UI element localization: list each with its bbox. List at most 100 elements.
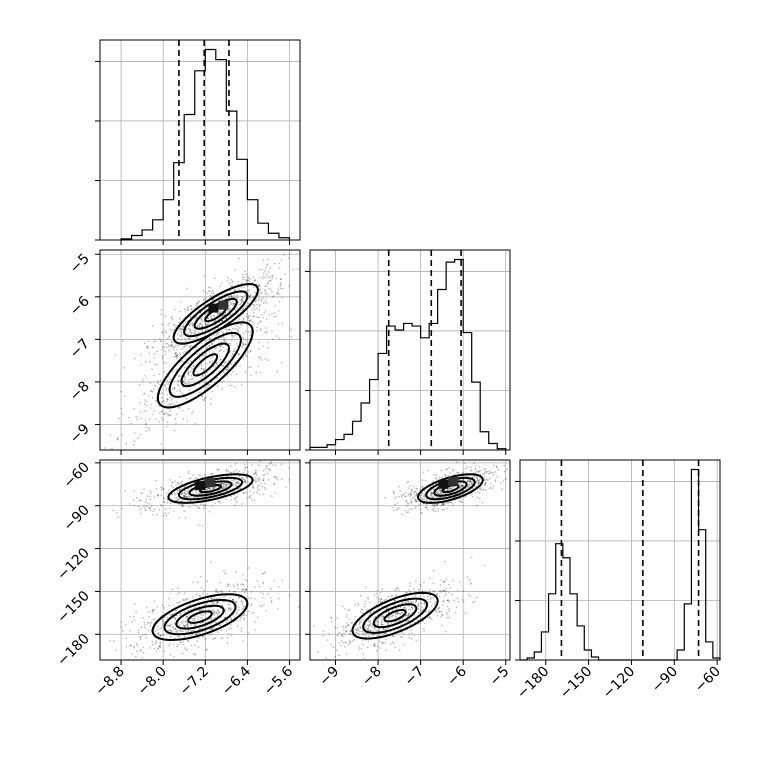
scatter-point (192, 325, 195, 327)
scatter-point (210, 403, 212, 405)
scatter-point (424, 498, 427, 501)
scatter-point (187, 630, 190, 633)
scatter-point (172, 627, 175, 629)
scatter-point (189, 331, 191, 333)
scatter-point (180, 503, 183, 506)
scatter-point (261, 486, 264, 488)
scatter-point (415, 505, 417, 508)
scatter-point (160, 627, 162, 629)
scatter-point (221, 299, 223, 301)
scatter-point (218, 500, 220, 503)
scatter-point (167, 398, 169, 401)
scatter-point (242, 640, 244, 642)
scatter-point (267, 341, 269, 344)
scatter-point (197, 646, 200, 648)
scatter-point (247, 302, 250, 305)
scatter-point (188, 360, 191, 362)
scatter-point (190, 630, 193, 632)
scatter-point (234, 483, 236, 486)
scatter-point (158, 645, 161, 648)
scatter-point (166, 421, 169, 423)
scatter-point (181, 652, 184, 655)
scatter-point (409, 582, 412, 584)
scatter-point (145, 498, 148, 501)
scatter-point (144, 509, 146, 512)
scatter-point (158, 373, 160, 375)
scatter-point (455, 461, 458, 464)
scatter-point (144, 623, 146, 626)
scatter-point (210, 598, 212, 600)
scatter-point (252, 321, 254, 324)
scatter-point (137, 629, 140, 631)
scatter-point (197, 637, 200, 639)
scatter-point (266, 263, 269, 266)
scatter-point (239, 303, 241, 306)
scatter-point (149, 382, 152, 385)
scatter-point (256, 303, 258, 306)
scatter-point (209, 316, 212, 318)
scatter-point (150, 504, 153, 507)
scatter-point (236, 343, 238, 345)
scatter-point (288, 467, 290, 469)
scatter-point (139, 636, 142, 638)
scatter-point (278, 337, 281, 340)
scatter-point (174, 369, 176, 372)
scatter-point (144, 423, 147, 425)
scatter-point (244, 330, 247, 333)
scatter-point (201, 329, 204, 332)
scatter-point (230, 302, 233, 305)
scatter-point (243, 469, 246, 471)
scatter-point (150, 403, 153, 406)
scatter-point (270, 463, 272, 465)
density-panel-2-grid (100, 460, 300, 660)
scatter-point (178, 591, 181, 594)
scatter-point (278, 262, 281, 265)
scatter-point (276, 293, 278, 295)
scatter-point (223, 372, 226, 375)
scatter-point (344, 645, 346, 648)
scatter-point (162, 622, 164, 625)
scatter-point (227, 366, 229, 369)
scatter-point (414, 507, 416, 509)
scatter-point (201, 627, 204, 630)
density-peak (218, 300, 229, 310)
scatter-point (410, 493, 412, 496)
scatter-point (173, 346, 176, 349)
scatter-point (369, 621, 372, 624)
scatter-point (168, 642, 171, 645)
scatter-point (139, 499, 142, 502)
scatter-point (488, 477, 491, 480)
scatter-point (144, 375, 147, 377)
scatter-point (179, 629, 182, 631)
scatter-point (142, 381, 144, 383)
scatter-point (235, 484, 237, 487)
scatter-point (192, 653, 195, 655)
scatter-point (436, 504, 438, 506)
scatter-point (189, 366, 192, 368)
scatter-point (485, 489, 487, 492)
scatter-point (332, 646, 335, 649)
scatter-point (185, 598, 188, 600)
scatter-point (220, 637, 222, 639)
scatter-point (255, 473, 258, 476)
scatter-point (148, 507, 151, 510)
scatter-point (137, 631, 140, 634)
scatter-point (189, 315, 192, 318)
scatter-point (186, 383, 188, 385)
scatter-point (367, 626, 370, 628)
scatter-point (463, 462, 466, 465)
scatter-point (358, 633, 361, 636)
scatter-point (155, 641, 158, 644)
scatter-point (183, 634, 186, 637)
scatter-point (242, 278, 244, 281)
scatter-point (246, 466, 249, 468)
scatter-point (183, 491, 186, 494)
scatter-point (348, 639, 351, 642)
scatter-point (262, 474, 264, 477)
scatter-point (130, 644, 132, 647)
scatter-point (250, 374, 252, 377)
scatter-point (469, 595, 472, 597)
scatter-point (177, 593, 179, 595)
scatter-point (159, 379, 162, 382)
scatter-point (208, 337, 211, 340)
